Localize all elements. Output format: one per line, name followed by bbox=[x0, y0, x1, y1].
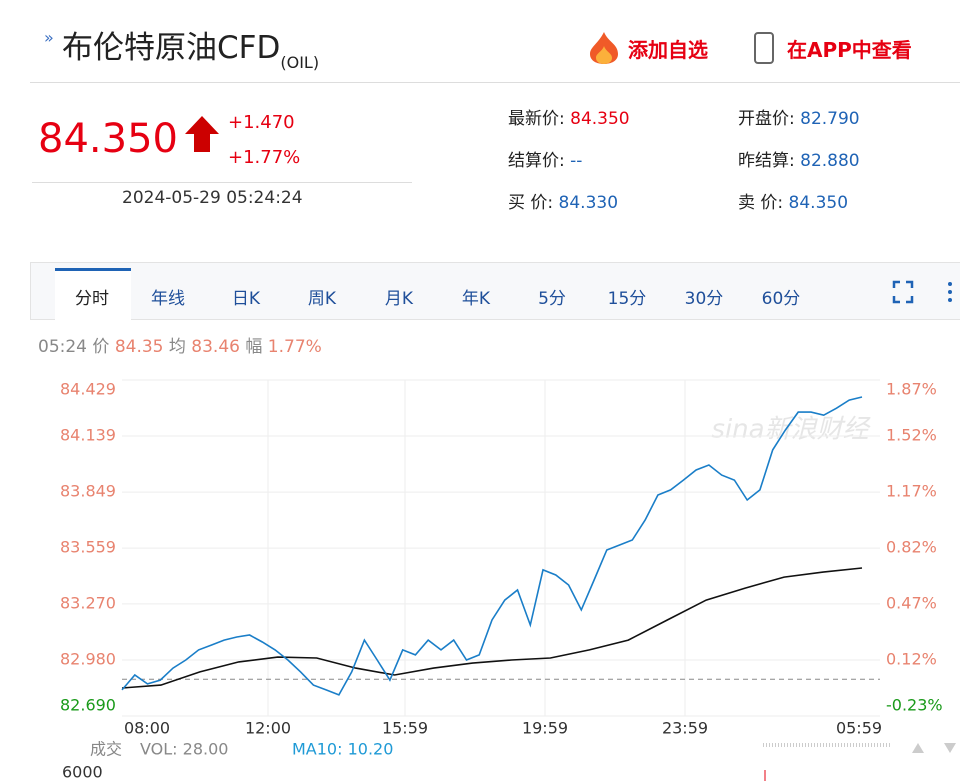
tab-selected-bg bbox=[55, 268, 131, 322]
y-tick-label: 83.559 bbox=[60, 538, 116, 557]
x-tick-label: 19:59 bbox=[522, 719, 568, 738]
y-tick-label: 83.849 bbox=[60, 482, 116, 501]
quote-field: 结算价: -- bbox=[508, 146, 582, 171]
x-tick-label: 05:59 bbox=[836, 719, 882, 738]
field-value: 82.790 bbox=[800, 109, 860, 129]
y2-tick-label: -0.23% bbox=[886, 696, 943, 715]
y-tick-label: 84.139 bbox=[60, 426, 116, 445]
tab[interactable]: 月K bbox=[384, 289, 414, 309]
x-tick-label: 15:59 bbox=[382, 719, 428, 738]
tab[interactable]: 15分 bbox=[607, 289, 647, 309]
tab[interactable]: 日K bbox=[231, 289, 261, 309]
info-label: 均 bbox=[168, 337, 186, 357]
y2-tick-label: 0.12% bbox=[886, 650, 937, 669]
vol-value: VOL: 28.00 bbox=[140, 740, 228, 759]
tab[interactable]: 年线 bbox=[151, 289, 185, 309]
field-label: 卖 价: bbox=[738, 193, 784, 213]
symbol: (OIL) bbox=[280, 53, 320, 72]
tab[interactable]: 分时 bbox=[75, 289, 109, 309]
tab[interactable]: 年K bbox=[461, 289, 491, 309]
phone-icon bbox=[754, 32, 774, 64]
tab[interactable]: 60分 bbox=[761, 289, 801, 309]
y2-tick-label: 1.87% bbox=[886, 380, 937, 399]
x-tick-label: 23:59 bbox=[662, 719, 708, 738]
vol-label: 成交 bbox=[90, 740, 122, 759]
tab-bar bbox=[30, 262, 960, 320]
field-value: 84.350 bbox=[570, 109, 630, 129]
y2-tick-label: 1.17% bbox=[886, 482, 937, 501]
time: 2024-05-29 05:24:24 bbox=[122, 188, 303, 208]
watermark: sina新浪财经 bbox=[711, 415, 871, 445]
info-price: 84.35 bbox=[114, 337, 164, 357]
field-value: 84.350 bbox=[788, 193, 849, 213]
quote-field: 昨结算: 82.880 bbox=[738, 146, 860, 171]
price-line bbox=[121, 396, 863, 696]
info-line: 05:24 价 84.35 均 83.46 幅 1.77% bbox=[38, 332, 322, 357]
field-label: 开盘价: bbox=[738, 109, 795, 129]
price: 84.350 bbox=[38, 116, 178, 162]
title-icon: » bbox=[44, 28, 54, 47]
y-tick-label: 84.429 bbox=[60, 380, 116, 399]
info-time: 05:24 bbox=[38, 337, 87, 357]
vol-tick: 6000 bbox=[62, 763, 103, 781]
flame-icon bbox=[590, 32, 618, 64]
info-avg: 83.46 bbox=[191, 337, 240, 357]
y2-tick-label: 0.82% bbox=[886, 538, 937, 557]
y2-tick-label: 0.47% bbox=[886, 594, 937, 613]
info-label: 价 bbox=[92, 337, 110, 357]
scroll-arrows[interactable] bbox=[912, 743, 956, 753]
quote-field: 最新价: 84.350 bbox=[508, 104, 630, 129]
field-label: 最新价: bbox=[508, 109, 565, 129]
field-value: 84.330 bbox=[558, 193, 619, 213]
y-tick-label: 83.270 bbox=[60, 593, 116, 612]
field-label: 买 价: bbox=[508, 193, 554, 213]
y-tick-label: 82.980 bbox=[60, 649, 116, 668]
ma-value: MA10: 10.20 bbox=[292, 740, 393, 759]
y2-tick-label: 1.52% bbox=[886, 426, 937, 445]
divider bbox=[32, 182, 412, 183]
tab[interactable]: 周K bbox=[307, 289, 337, 309]
field-label: 昨结算: bbox=[738, 151, 795, 171]
field-label: 结算价: bbox=[508, 151, 565, 171]
quote-field: 卖 价: 84.350 bbox=[738, 188, 848, 213]
info-amp: 1.77% bbox=[267, 337, 322, 357]
up-arrow bbox=[185, 116, 219, 152]
tab[interactable]: 5分 bbox=[538, 289, 566, 309]
field-value: 82.880 bbox=[800, 151, 860, 171]
avg-line bbox=[121, 567, 863, 689]
divider bbox=[30, 82, 960, 83]
add-watchlist[interactable]: 添加自选 bbox=[628, 38, 708, 62]
x-tick-label: 12:00 bbox=[245, 719, 291, 738]
field-value: -- bbox=[570, 151, 583, 171]
open-app[interactable]: 在APP中查看 bbox=[787, 38, 912, 62]
change-pct: +1.77% bbox=[228, 147, 301, 168]
quote-field: 开盘价: 82.790 bbox=[738, 104, 860, 129]
title-text: 布伦特原油CFD bbox=[62, 30, 281, 66]
quote-field: 买 价: 84.330 bbox=[508, 188, 618, 213]
x-tick-label: 08:00 bbox=[124, 719, 170, 738]
tool-icons bbox=[892, 280, 952, 304]
info-label: 幅 bbox=[245, 337, 263, 357]
tab[interactable]: 30分 bbox=[684, 289, 724, 309]
change: +1.470 bbox=[228, 112, 295, 133]
title: 布伦特原油CFD(OIL) bbox=[62, 22, 319, 72]
y-tick-label: 82.690 bbox=[60, 696, 116, 715]
